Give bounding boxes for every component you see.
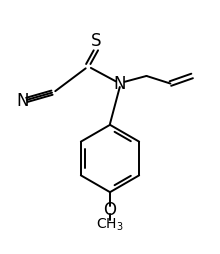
Text: S: S <box>91 32 101 50</box>
Text: O: O <box>103 201 117 219</box>
Text: N: N <box>114 75 126 92</box>
Text: N: N <box>17 92 29 110</box>
Text: CH$_3$: CH$_3$ <box>96 216 124 232</box>
